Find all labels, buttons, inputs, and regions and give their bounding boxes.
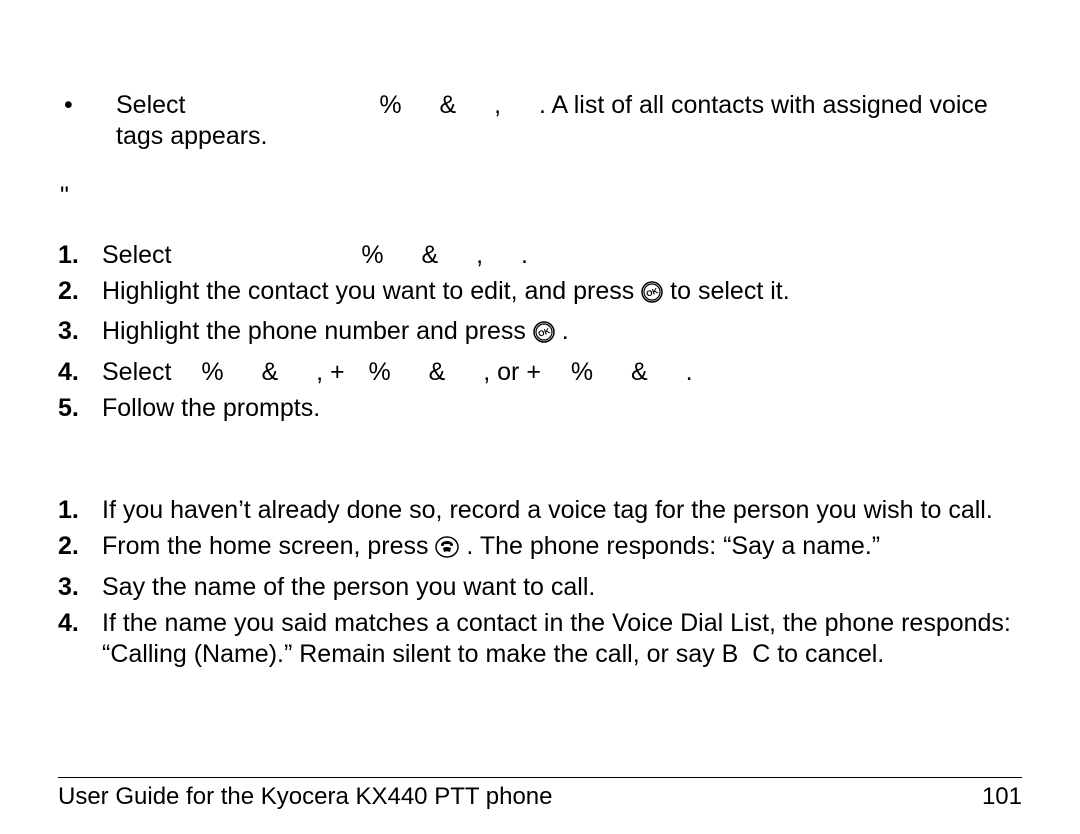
step-text: Select % & , + % & , or + % & . xyxy=(102,357,1022,388)
symbol: & xyxy=(440,90,457,121)
ok-icon: OK xyxy=(641,280,663,311)
bullet-text: Select % & , . A list of all contacts wi… xyxy=(116,90,1022,153)
list-item: 3. Say the name of the person you want t… xyxy=(58,572,1022,603)
list-item: 1. Select % & , . xyxy=(58,240,1022,271)
page-footer: User Guide for the Kyocera KX440 PTT pho… xyxy=(58,777,1022,812)
footer-title: User Guide for the Kyocera KX440 PTT pho… xyxy=(58,782,553,812)
step-number: 2. xyxy=(58,276,102,311)
step-number: 5. xyxy=(58,393,102,424)
step-text: If you haven’t already done so, record a… xyxy=(102,495,1022,526)
list-item: 2. Highlight the contact you want to edi… xyxy=(58,276,1022,311)
step-number: 4. xyxy=(58,608,102,671)
step-text: Follow the prompts. xyxy=(102,393,1022,424)
step-number: 2. xyxy=(58,531,102,566)
bullet-item: • Select % & , . A list of all contacts … xyxy=(58,90,1022,153)
step-text: Select % & , . xyxy=(102,240,1022,271)
step-text: Highlight the contact you want to edit, … xyxy=(102,276,1022,311)
step-text: Say the name of the person you want to c… xyxy=(102,572,1022,603)
symbol: , xyxy=(494,90,501,121)
step-text: From the home screen, press . The phone … xyxy=(102,531,1022,566)
bullet-post: . A list of all contacts with assigned v… xyxy=(116,91,988,150)
step-number: 3. xyxy=(58,572,102,603)
list-item: 5. Follow the prompts. xyxy=(58,393,1022,424)
steps-list-a: 1. Select % & , . 2. Highlight the conta… xyxy=(58,240,1022,424)
footer-page-number: 101 xyxy=(982,782,1022,812)
list-item: 2. From the home screen, press . The pho… xyxy=(58,531,1022,566)
stray-quote: " xyxy=(60,181,1022,212)
step-number: 4. xyxy=(58,357,102,388)
list-item: 3. Highlight the phone number and press … xyxy=(58,316,1022,351)
svg-text:OK: OK xyxy=(537,327,551,339)
bullet-pre: Select xyxy=(116,91,192,119)
call-icon xyxy=(435,535,459,566)
bullet-marker: • xyxy=(58,90,116,153)
list-item: 4. If the name you said matches a contac… xyxy=(58,608,1022,671)
steps-list-b: 1. If you haven’t already done so, recor… xyxy=(58,495,1022,670)
step-number: 1. xyxy=(58,495,102,526)
list-item: 1. If you haven’t already done so, recor… xyxy=(58,495,1022,526)
step-text: Highlight the phone number and press OK … xyxy=(102,316,1022,351)
svg-text:OK: OK xyxy=(645,286,659,298)
ok-icon: OK xyxy=(533,320,555,351)
symbol: % xyxy=(379,90,401,121)
step-number: 1. xyxy=(58,240,102,271)
step-text: If the name you said matches a contact i… xyxy=(102,608,1022,671)
step-number: 3. xyxy=(58,316,102,351)
list-item: 4. Select % & , + % & , or + % & . xyxy=(58,357,1022,388)
